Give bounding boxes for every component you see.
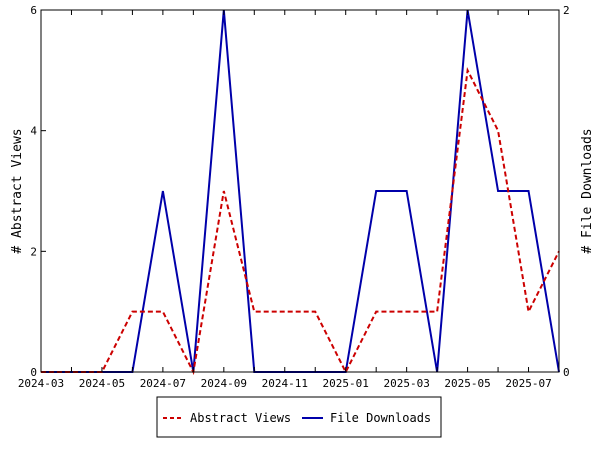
plot-area (41, 9, 560, 376)
axes: 2024-03 2024-05 2024-07 2024-09 2024-11 2025-… (18, 4, 570, 390)
x-tick-label: 2025-07 (505, 377, 551, 390)
legend-label-file-downloads: File Downloads (330, 411, 431, 425)
x-tick-label: 2025-05 (444, 377, 490, 390)
y-tick-label: 6 (30, 4, 37, 17)
y-tick-label: 2 (30, 245, 37, 258)
series-line-abstract-views (41, 66, 560, 376)
x-tick-label: 2024-11 (262, 377, 308, 390)
plot-frame (40, 9, 560, 373)
x-tick-label: 2024-03 (18, 377, 64, 390)
y2-axis-title: # File Downloads (580, 128, 595, 253)
x-tick-label: 2025-01 (323, 377, 369, 390)
x-tick-label: 2024-07 (140, 377, 186, 390)
legend-box (156, 396, 442, 438)
y2-tick-label: 2 (563, 4, 570, 17)
x-tick-label: 2024-05 (79, 377, 125, 390)
series-line-file-downloads (41, 9, 560, 373)
y-tick-label: 0 (30, 366, 37, 379)
x-tick-label: 2025-03 (383, 377, 429, 390)
y2-tick-label: 0 (563, 366, 570, 379)
y-axis-title: # Abstract Views (10, 128, 25, 253)
y-tick-label: 4 (30, 125, 37, 138)
legend-label-abstract-views: Abstract Views (190, 411, 291, 425)
x-tick-label: 2024-09 (201, 377, 247, 390)
legend: Abstract Views File Downloads (156, 396, 442, 438)
